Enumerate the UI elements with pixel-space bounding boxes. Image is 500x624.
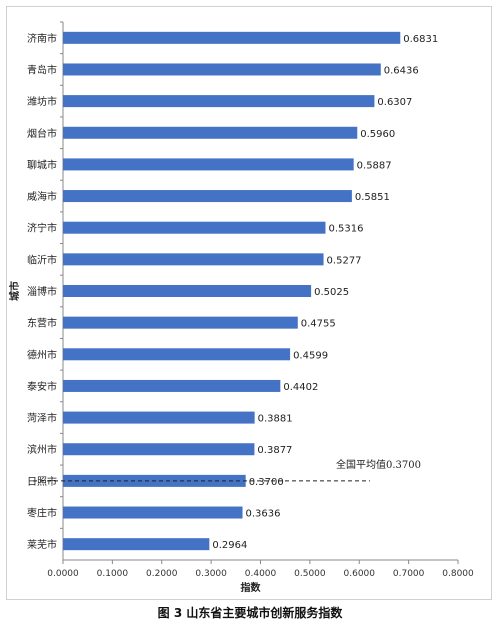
x-tick-label: 0.6000	[344, 569, 376, 579]
x-tick-label: 0.0000	[47, 569, 79, 579]
category-label: 德州市	[27, 348, 57, 361]
bar	[63, 285, 312, 297]
data-label: 0.6831	[403, 34, 438, 45]
bar	[63, 190, 352, 203]
data-label: 0.3636	[246, 509, 281, 520]
category-label: 滨州市	[27, 443, 57, 456]
bar	[63, 158, 354, 171]
category-label: 威海市	[27, 190, 57, 203]
data-label: 0.4599	[293, 350, 328, 361]
data-label: 0.6307	[377, 97, 412, 108]
bar	[63, 443, 255, 456]
category-label: 青岛市	[27, 63, 57, 76]
x-tick-label: 0.8000	[442, 569, 474, 579]
reference-line-label: 全国平均值0.3700	[336, 458, 421, 471]
data-label: 0.4402	[283, 382, 318, 393]
bar	[63, 379, 281, 392]
bar	[63, 316, 298, 329]
category-label: 泰安市	[27, 380, 57, 393]
category-label: 烟台市	[27, 127, 57, 140]
category-label: 菏泽市	[27, 412, 57, 425]
data-label: 0.3700	[249, 477, 284, 488]
data-label: 0.5887	[357, 160, 392, 171]
category-label: 济宁市	[27, 222, 57, 235]
bar	[63, 253, 324, 266]
x-tick-label: 0.5000	[294, 569, 326, 579]
x-tick-label: 0.1000	[97, 569, 129, 579]
data-label: 0.4755	[301, 319, 336, 330]
bar	[63, 538, 210, 551]
chart-frame	[6, 6, 492, 600]
data-label: 0.3881	[258, 414, 293, 425]
category-label: 聊城市	[27, 158, 57, 171]
data-label: 0.5316	[328, 224, 363, 235]
data-label: 0.5277	[327, 255, 362, 266]
data-label: 0.3877	[257, 445, 292, 456]
data-label: 0.6436	[384, 65, 419, 76]
category-label: 济南市	[27, 32, 57, 45]
bar	[63, 221, 326, 234]
x-tick-label: 0.7000	[393, 569, 425, 579]
data-label: 0.5960	[360, 129, 395, 140]
x-tick-label: 0.2000	[146, 569, 178, 579]
bar	[63, 126, 358, 139]
x-tick-label: 0.4000	[245, 569, 277, 579]
category-label: 潍坊市	[27, 95, 57, 108]
bar	[63, 506, 243, 519]
figure-caption: 图 3 山东省主要城市创新服务指数	[157, 606, 343, 620]
bar-chart: 0.0000 0.1000 0.2000 0.3000 0.4000 0.5000 0.60…	[8, 21, 474, 594]
x-axis-title: 指数	[241, 581, 262, 594]
category-label: 淄博市	[27, 285, 57, 298]
bar	[63, 63, 381, 76]
bar	[63, 95, 375, 108]
category-label: 东营市	[27, 317, 57, 330]
data-label: 0.5025	[314, 287, 349, 298]
bar	[63, 31, 401, 44]
bar	[63, 411, 255, 424]
bar	[63, 348, 291, 361]
y-axis-title: 城市	[8, 281, 21, 301]
data-label: 0.5851	[355, 192, 390, 203]
x-tick-label: 0.3000	[195, 569, 227, 579]
category-label: 枣庄市	[27, 507, 57, 520]
category-label: 临沂市	[27, 253, 57, 266]
data-label: 0.2964	[212, 540, 247, 551]
category-label: 莱芜市	[27, 538, 57, 551]
